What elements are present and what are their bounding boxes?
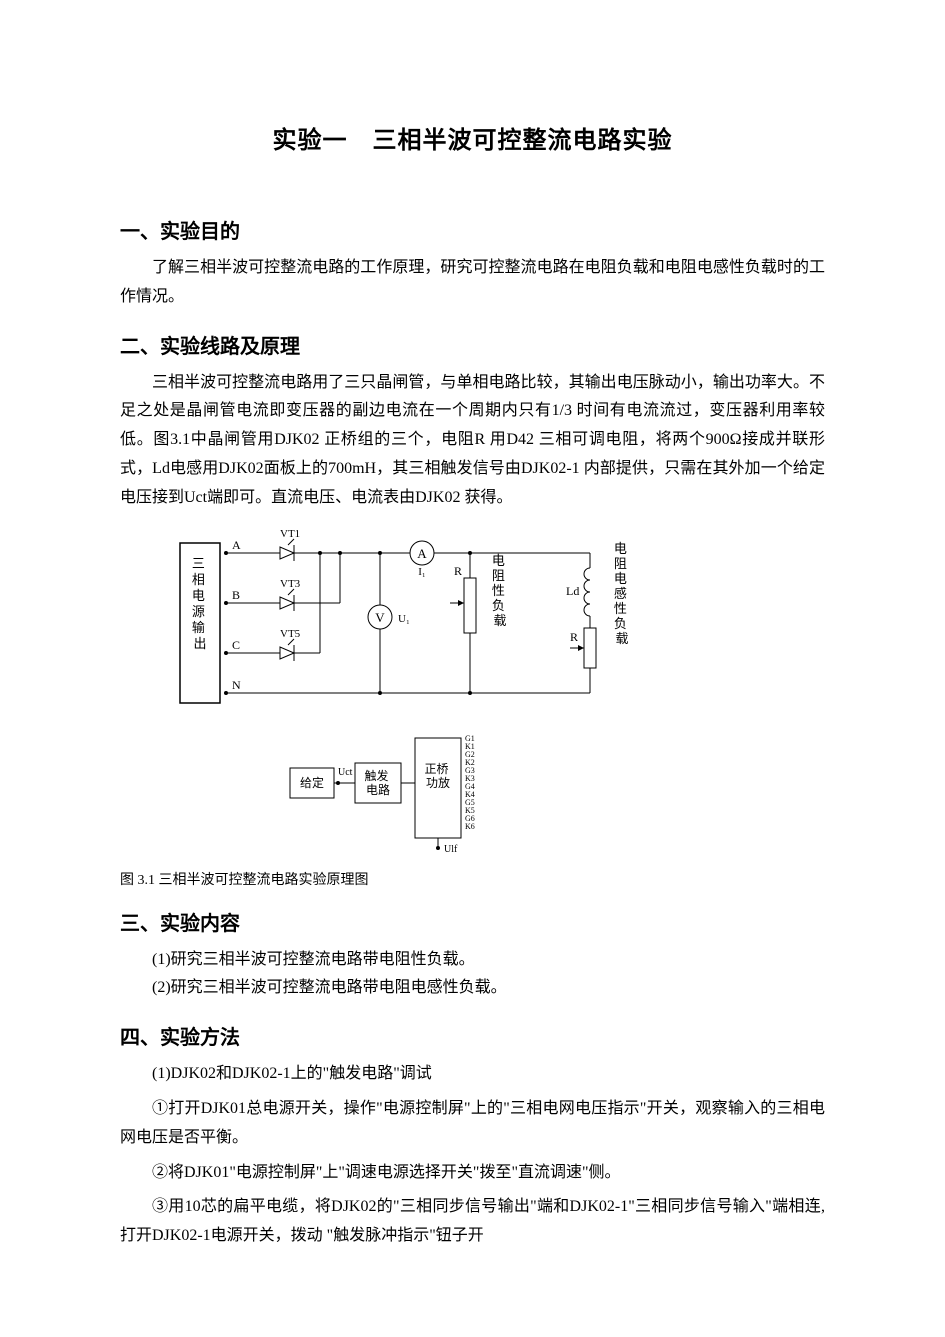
figure-caption: 图 3.1 三相半波可控整流电路实验原理图 (120, 869, 825, 889)
section2-p1: 三相半波可控整流电路用了三只晶闸管，与单相电路比较，其输出电压脉动小，输出功率大… (120, 369, 825, 513)
label-A: A (232, 538, 241, 552)
svg-text:Ld: Ld (566, 584, 579, 598)
label-C: C (232, 638, 240, 652)
section4-p3: ②将DJK01"电源控制屏"上"调速电源选择开关"拨至"直流调速"侧。 (120, 1159, 825, 1188)
label-B: B (232, 588, 240, 602)
section4-p1: (1)DJK02和DJK02-1上的"触发电路"调试 (120, 1060, 825, 1089)
section4-p4: ③用10芯的扁平电缆，将DJK02的"三相同步信号输出"端和DJK02-1"三相… (120, 1193, 825, 1251)
label-uct: Uct (338, 767, 353, 778)
svg-text:U₁: U₁ (398, 613, 410, 625)
svg-text:R: R (570, 630, 578, 644)
voltmeter: V U₁ (368, 605, 410, 629)
section1-heading: 一、实验目的 (120, 215, 825, 244)
thyristor-vt1: VT1 (280, 528, 300, 561)
thyristor-vt3: VT3 (280, 578, 301, 611)
label-load-rl: 电 阻 电 感 性 负 载 (614, 541, 630, 646)
page-title: 实验一 三相半波可控整流电路实验 (120, 120, 825, 155)
label-bridge: 正桥 功放 (424, 762, 451, 790)
svg-text:K6: K6 (465, 822, 475, 831)
gk-terminals: G1 K1 G2 K2 G3 K3 G4 K4 G5 K5 G6 K6 (465, 734, 475, 831)
inductor-ld: Ld (566, 568, 590, 616)
label-ulf: Ulf (444, 844, 458, 855)
section3-heading: 三、实验内容 (120, 907, 825, 936)
circuit-diagram-svg: 三 相 电 源 输 出 A VT1 B (160, 523, 680, 863)
label-N: N (232, 678, 241, 692)
label-trig: 触发 电路 (364, 768, 391, 797)
section2-heading: 二、实验线路及原理 (120, 330, 825, 359)
section1-p1: 了解三相半波可控整流电路的工作原理，研究可控整流电路在电阻负载和电阻电感性负载时… (120, 254, 825, 312)
label-vt5: VT5 (280, 628, 301, 640)
ammeter: A I₁ (410, 541, 434, 578)
label-load-r: 电 阻 性 负 载 (492, 553, 508, 628)
svg-text:V: V (375, 610, 385, 625)
svg-text:A: A (417, 546, 427, 561)
label-given: 给定 (300, 775, 324, 790)
thyristor-vt5: VT5 (280, 628, 301, 661)
svg-text:R: R (454, 564, 462, 578)
section3-i2: (2)研究三相半波可控整流电路带电阻电感性负载。 (152, 974, 825, 1003)
label-src: 三 相 电 源 输 出 (192, 556, 208, 651)
section4-p2: ①打开DJK01总电源开关，操作"电源控制屏"上的"三相电网电压指示"开关，观察… (120, 1095, 825, 1153)
figure-3-1: 三 相 电 源 输 出 A VT1 B (160, 523, 825, 863)
resistor-r2: R (570, 628, 596, 668)
label-vt3: VT3 (280, 578, 301, 590)
resistor-r1: R (450, 564, 476, 633)
section4-heading: 四、实验方法 (120, 1021, 825, 1050)
label-vt1: VT1 (280, 528, 300, 540)
section3-i1: (1)研究三相半波可控整流电路带电阻性负载。 (152, 946, 825, 975)
svg-text:I₁: I₁ (418, 566, 426, 578)
